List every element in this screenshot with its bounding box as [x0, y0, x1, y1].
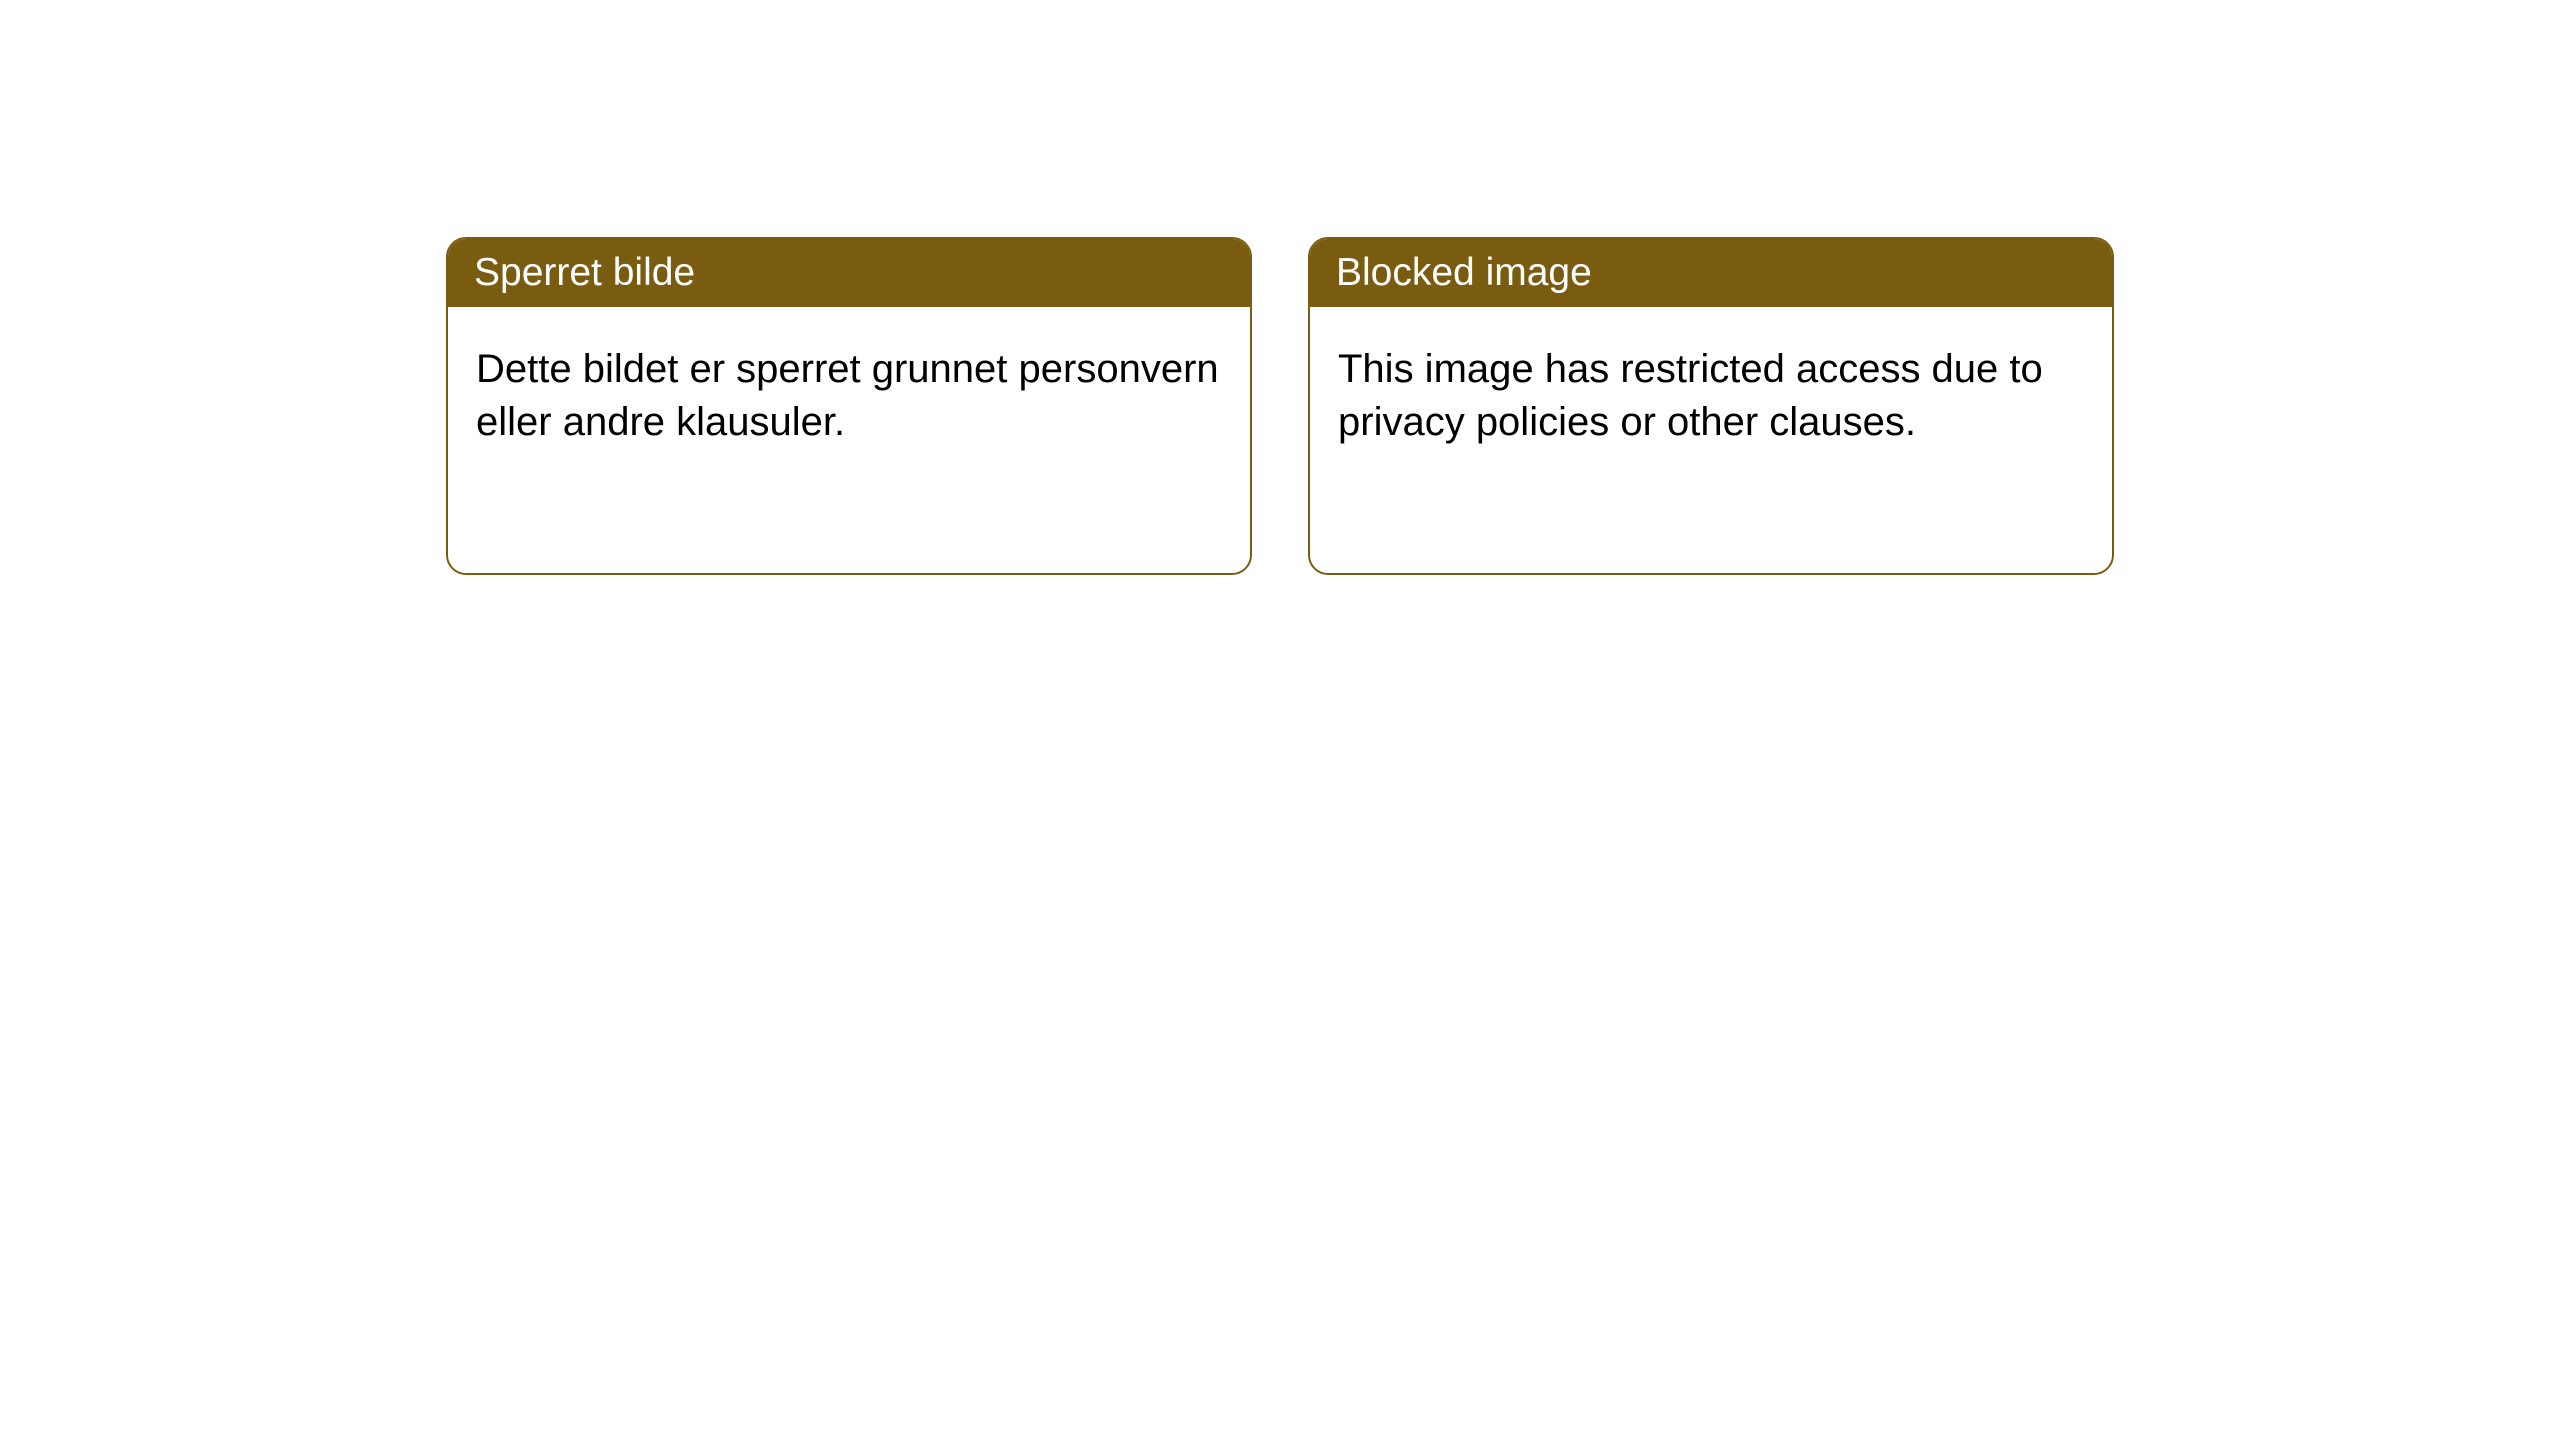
- card-header: Blocked image: [1310, 239, 2112, 307]
- card-body-text: Dette bildet er sperret grunnet personve…: [476, 347, 1219, 444]
- notice-cards-container: Sperret bilde Dette bildet er sperret gr…: [446, 237, 2560, 575]
- card-body: This image has restricted access due to …: [1310, 307, 2112, 485]
- card-header: Sperret bilde: [448, 239, 1250, 307]
- card-body-text: This image has restricted access due to …: [1338, 347, 2043, 444]
- notice-card-norwegian: Sperret bilde Dette bildet er sperret gr…: [446, 237, 1252, 575]
- notice-card-english: Blocked image This image has restricted …: [1308, 237, 2114, 575]
- card-title: Blocked image: [1336, 251, 1592, 294]
- card-body: Dette bildet er sperret grunnet personve…: [448, 307, 1250, 485]
- card-title: Sperret bilde: [474, 251, 695, 294]
